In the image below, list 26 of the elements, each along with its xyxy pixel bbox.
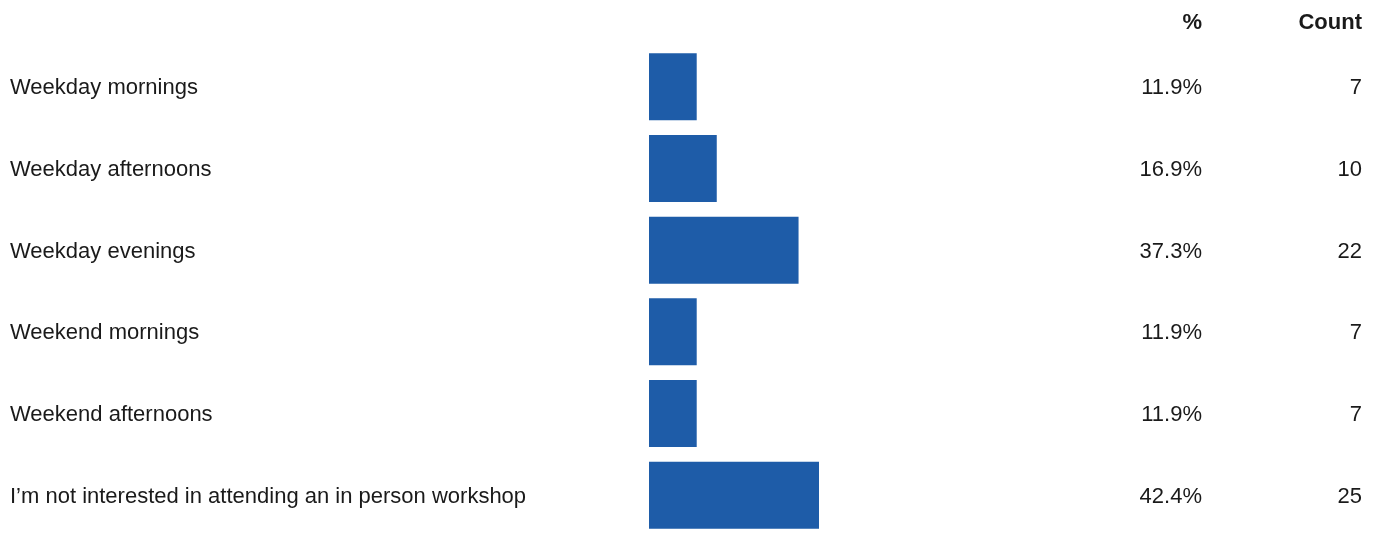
y-tick-label: Weekend afternoons: [10, 401, 213, 426]
text: Count: [1298, 8, 1363, 34]
y-tick-label: Weekday evenings: [10, 237, 196, 263]
y-tick-label: Weekday mornings: [10, 74, 198, 100]
y-tick-label: Weekend mornings: [10, 319, 200, 345]
bar: [649, 135, 717, 202]
text: 7: [1349, 401, 1362, 426]
data-label: 11.9%: [1141, 401, 1202, 426]
data-label: 37.3%: [1139, 237, 1202, 263]
text: 10: [1337, 156, 1362, 181]
text: 25: [1337, 482, 1362, 508]
text: %: [1182, 8, 1202, 34]
bar: [649, 216, 799, 284]
y-tick-label: I’m not interested in attending an in person workshop: [10, 482, 527, 508]
data-label: 42.4%: [1139, 482, 1202, 508]
data-label: 11.9%: [1141, 74, 1202, 100]
bar: [649, 461, 819, 529]
y-tick-label: Weekday afternoons: [10, 156, 212, 181]
bar: [649, 380, 697, 447]
data-label: 16.9%: [1139, 156, 1202, 181]
text: 22: [1337, 237, 1362, 263]
text: 7: [1349, 319, 1362, 345]
data-label: 11.9%: [1141, 319, 1202, 345]
bar: [649, 298, 697, 366]
bar: [649, 53, 697, 121]
text: 7: [1349, 74, 1362, 100]
